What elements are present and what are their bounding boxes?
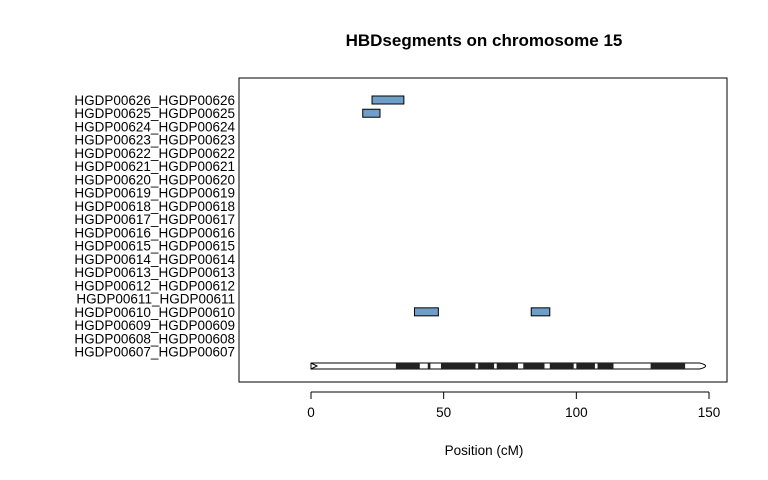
chromosome-band <box>650 363 686 369</box>
x-tick-label: 100 <box>565 405 588 420</box>
centromere-mark <box>310 362 319 370</box>
sample-label: HGDP00617_HGDP00617 <box>74 212 235 227</box>
y-axis-labels: HGDP00607_HGDP00607HGDP00608_HGDP00608HG… <box>74 93 240 360</box>
chromosome-band <box>549 363 574 369</box>
x-tick-label: 0 <box>307 405 315 420</box>
sample-label: HGDP00620_HGDP00620 <box>74 172 235 187</box>
chromosome-band <box>597 363 614 369</box>
chromosome-band <box>576 363 595 369</box>
chromosome-band <box>478 363 495 369</box>
chart-title: HBDsegments on chromosome 15 <box>346 31 623 50</box>
chromosome-band <box>441 363 476 369</box>
x-tick-label: 150 <box>698 405 721 420</box>
chromosome-band <box>427 363 431 369</box>
sample-label: HGDP00625_HGDP00625 <box>74 106 235 121</box>
chromosome-band <box>395 363 420 369</box>
sample-label: HGDP00621_HGDP00621 <box>74 159 235 174</box>
x-axis: 0 50 100 150 <box>307 391 721 420</box>
sample-label: HGDP00618_HGDP00618 <box>74 199 235 214</box>
plot-box <box>238 77 728 383</box>
sample-label: HGDP00612_HGDP00612 <box>74 278 235 293</box>
sample-label: HGDP00614_HGDP00614 <box>74 252 235 267</box>
sample-label: HGDP00626_HGDP00626 <box>74 93 235 108</box>
sample-label: HGDP00611_HGDP00611 <box>76 292 235 307</box>
hbd-segment <box>530 307 551 317</box>
sample-label: HGDP00607_HGDP00607 <box>74 345 235 360</box>
sample-label: HGDP00622_HGDP00622 <box>74 146 235 161</box>
sample-label: HGDP00619_HGDP00619 <box>74 186 235 201</box>
hbd-segment <box>371 95 405 105</box>
chromosome-band <box>496 363 518 369</box>
sample-label: HGDP00616_HGDP00616 <box>74 225 235 240</box>
sample-label: HGDP00615_HGDP00615 <box>74 239 235 254</box>
chromosome-band <box>523 363 545 369</box>
sample-label: HGDP00609_HGDP00609 <box>74 318 235 333</box>
sample-label: HGDP00608_HGDP00608 <box>74 331 235 346</box>
hbd-segment <box>362 108 381 118</box>
hbd-segment <box>413 307 439 317</box>
x-axis-label: Position (cM) <box>445 443 524 458</box>
x-tick-label: 50 <box>436 405 451 420</box>
sample-label: HGDP00623_HGDP00623 <box>74 133 235 148</box>
sample-label: HGDP00610_HGDP00610 <box>74 305 235 320</box>
segments-layer <box>362 95 551 317</box>
chromosome-ideogram <box>310 362 707 370</box>
sample-label: HGDP00613_HGDP00613 <box>74 265 235 280</box>
sample-label: HGDP00624_HGDP00624 <box>74 119 235 134</box>
